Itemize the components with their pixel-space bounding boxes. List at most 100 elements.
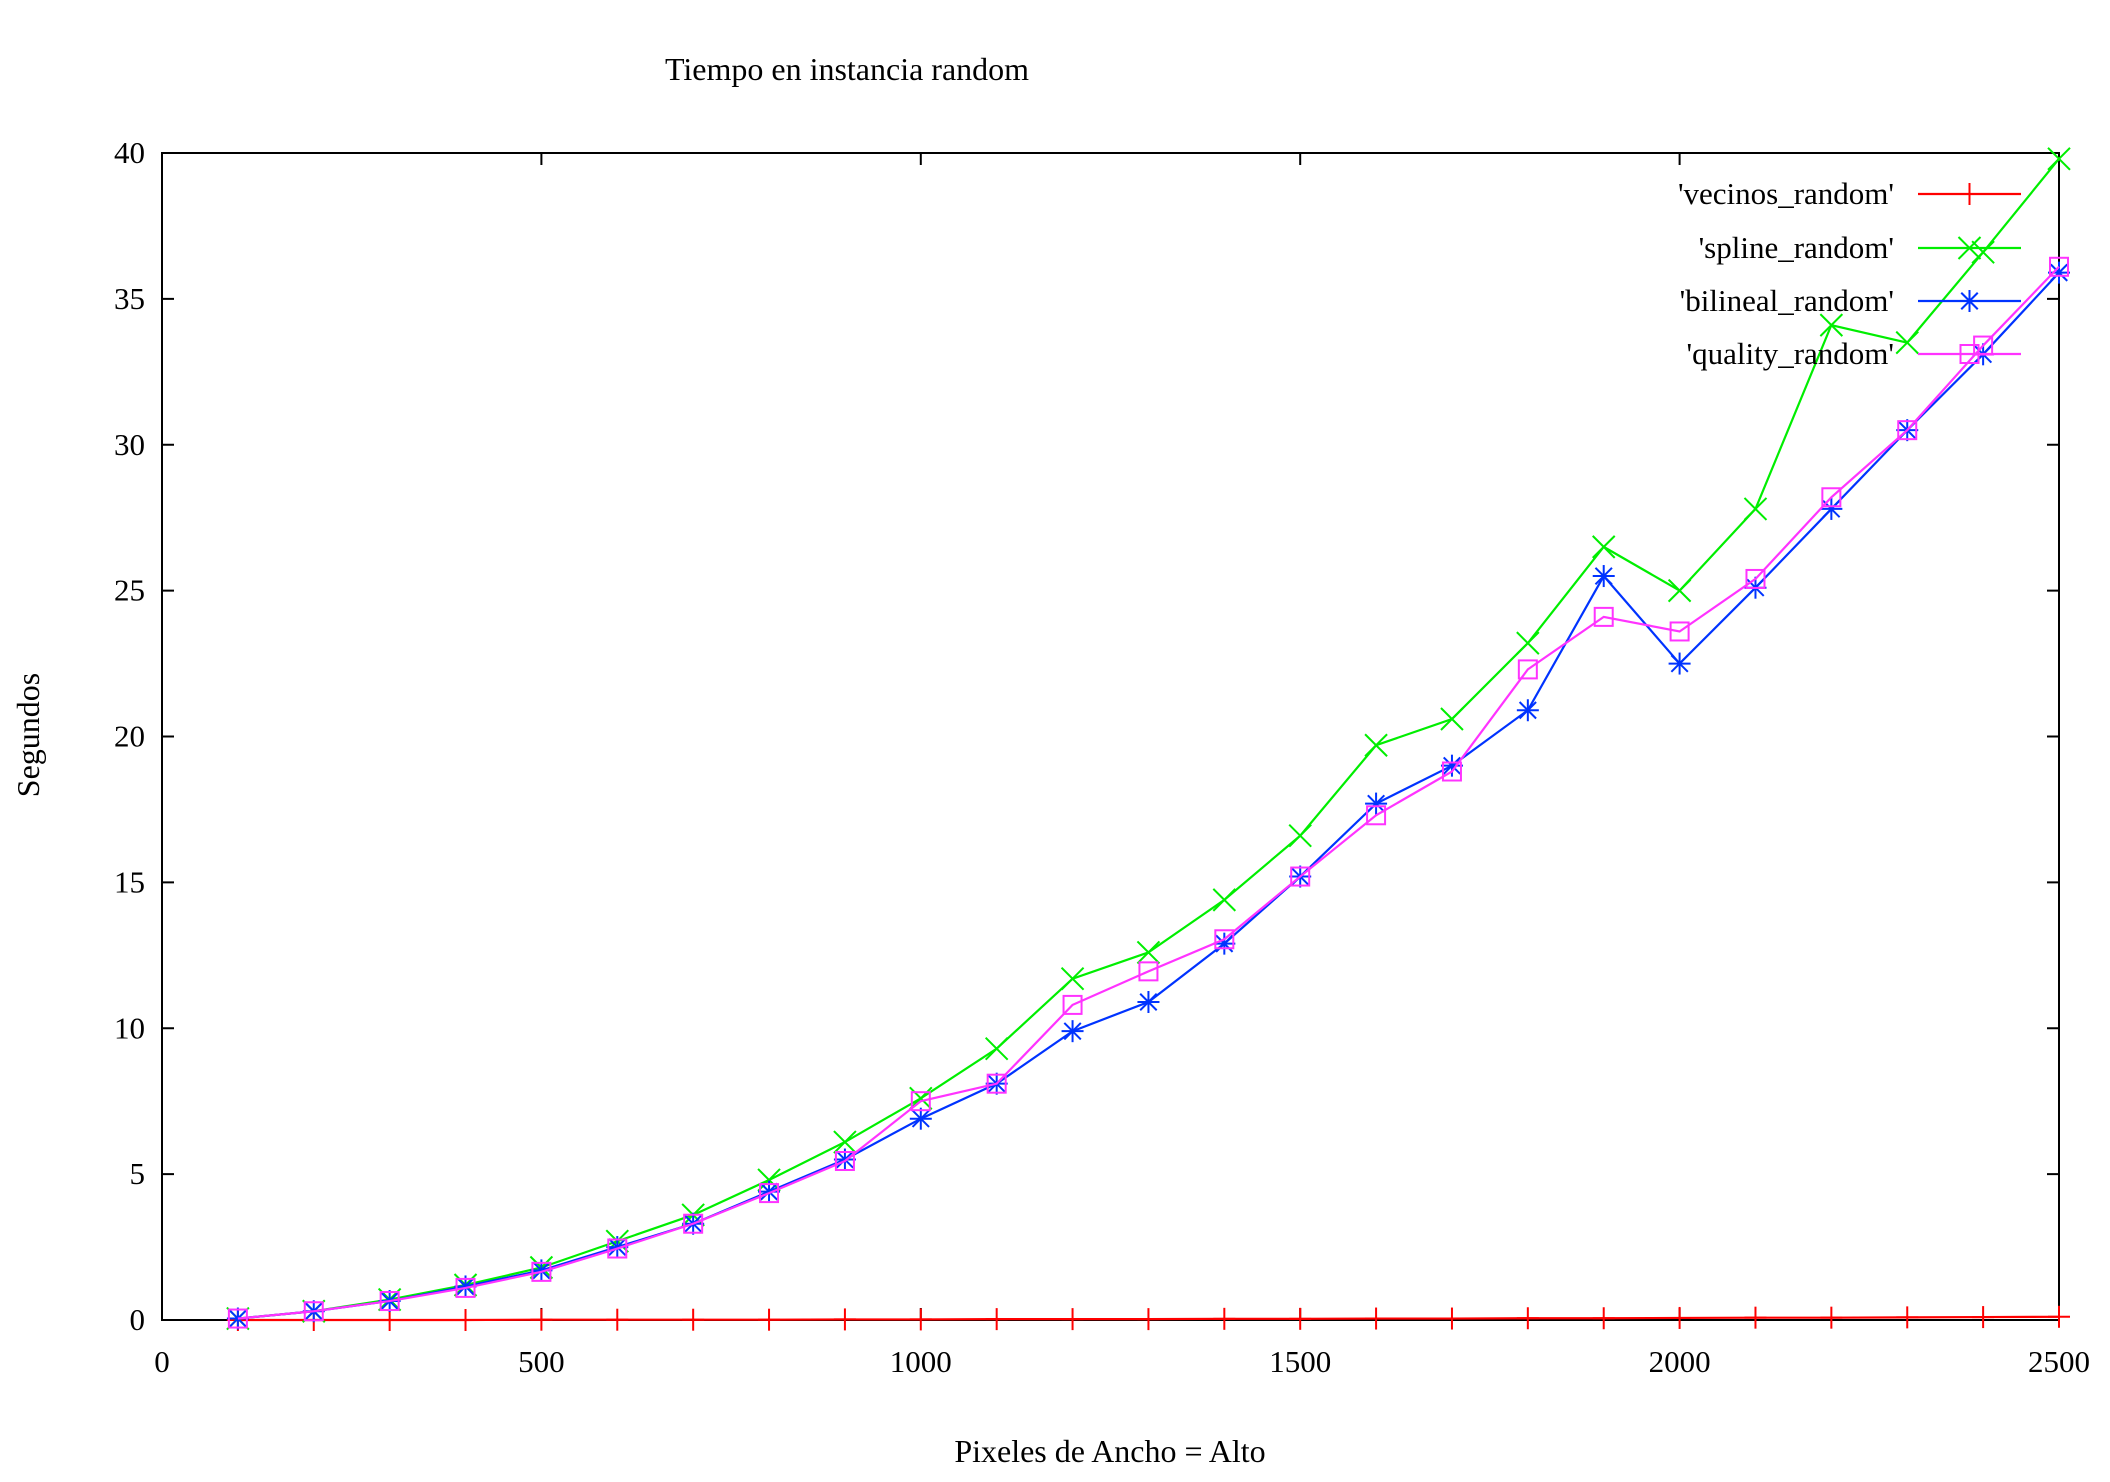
y-tick-label: 10 [114,1010,145,1045]
data-point-series-0 [1516,1307,1539,1330]
data-point-series-3 [455,1277,476,1298]
data-point-series-3 [531,1261,552,1282]
y-tick-label: 35 [114,281,145,316]
data-point-series-0 [1896,1306,1919,1329]
data-point-series-0 [985,1308,1008,1331]
data-point-series-1 [1971,240,1995,264]
data-point-series-0 [378,1309,401,1331]
data-point-series-3 [1138,961,1159,982]
data-point-series-0 [1061,1308,1084,1331]
y-tick-label: 5 [130,1156,146,1191]
x-tick-label: 2000 [1649,1344,1711,1379]
data-point-series-1 [1819,313,1844,337]
data-point-series-1 [2047,147,2071,171]
data-point-series-3 [986,1073,1007,1094]
data-point-series-2 [2048,261,2070,284]
data-point-series-1 [757,1168,781,1192]
data-point-series-0 [1365,1307,1388,1330]
x-tick-label: 0 [154,1344,170,1379]
data-point-series-1 [1212,888,1237,912]
data-point-series-1 [1364,733,1388,757]
data-point-series-0 [758,1308,781,1331]
data-point-series-0 [1820,1306,1843,1329]
data-point-series-0 [1972,1306,1995,1329]
y-tick-label: 20 [114,719,145,754]
data-point-series-0 [606,1308,629,1331]
y-tick-label: 40 [114,135,145,170]
data-point-series-3 [1821,487,1842,508]
data-point-series-3 [1745,568,1766,589]
y-tick-label: 25 [114,573,145,608]
x-axis-label: Pixeles de Ancho = Alto [954,1433,1265,1469]
legend-marker [1957,236,1982,260]
data-point-series-3 [759,1183,780,1204]
data-point-series-3 [2049,256,2069,277]
y-tick-label: 30 [114,427,145,462]
data-point-series-2 [1365,792,1388,815]
data-point-series-3 [910,1091,931,1112]
axis-ticks [161,152,2060,1321]
data-point-series-1 [1667,578,1692,603]
y-tick-label: 0 [130,1302,146,1337]
data-point-series-0 [1744,1306,1767,1329]
legend-label: 'bilineal_random' [1680,283,1894,318]
data-point-series-2 [833,1148,856,1171]
data-point-series-2 [1592,565,1615,588]
x-tick-label: 500 [518,1344,565,1379]
data-point-series-1 [1895,330,1919,355]
data-point-series-0 [1592,1307,1615,1330]
legend-label: 'spline_random' [1699,230,1894,265]
axis-tick-labels: 0 5 10 15 20 25 30 35 40 0 500 1000 1500 2000 2500 [114,135,2090,1379]
legend-marker [1959,344,1980,364]
data-point-series-3 [1290,866,1311,887]
data-point-series-2 [1668,652,1691,675]
series-line-3 [237,266,2060,1320]
legend-marker [1958,290,1981,312]
data-point-series-0 [833,1308,856,1331]
data-point-series-1 [1136,940,1161,965]
data-point-series-3 [1441,761,1462,782]
data-point-series-1 [1060,966,1085,991]
data-point-series-2 [1820,497,1843,520]
series-line-1 [237,158,2060,1320]
data-point-series-0 [909,1308,932,1331]
data-point-series-3 [1062,994,1083,1015]
x-tick-label: 1000 [890,1344,952,1379]
data-point-series-3 [1593,606,1614,627]
data-point-series-0 [1440,1307,1463,1330]
data-point-series-2 [909,1107,932,1130]
legend: 'vecinos_random' 'spline_random' 'bilineal… [1678,176,2021,371]
data-point-series-3 [303,1301,324,1322]
x-tick-label: 1500 [1269,1344,1331,1379]
legend-label: 'vecinos_random' [1678,176,1894,211]
data-point-series-0 [530,1308,553,1331]
data-series-layer [226,147,2071,1331]
series-line-2 [237,271,2060,1320]
data-point-series-1 [1743,497,1768,521]
data-point-series-0 [1213,1307,1236,1330]
x-tick-label: 2500 [2028,1344,2090,1379]
chart-title: Tiempo en instancia random [665,51,1029,87]
data-point-series-0 [682,1308,705,1331]
data-point-series-0 [1668,1306,1691,1329]
data-point-series-2 [1516,699,1539,722]
legend-marker [1958,183,1981,205]
data-point-series-2 [1440,754,1463,777]
data-point-series-2 [1061,1020,1084,1043]
data-point-series-0 [1289,1307,1312,1330]
data-point-series-1 [833,1130,857,1154]
data-point-series-3 [1517,659,1538,680]
y-tick-label: 15 [114,864,145,899]
data-point-series-3 [834,1150,855,1171]
data-point-series-1 [1440,707,1464,731]
plot-frame [161,152,2060,1321]
data-point-series-3 [1366,805,1387,826]
data-point-series-1 [984,1036,1009,1061]
data-point-series-3 [1669,621,1690,642]
data-point-series-3 [1897,420,1918,441]
y-axis-label: Segundos [10,673,46,797]
data-point-series-0 [2048,1305,2070,1328]
data-point-series-2 [1137,990,1160,1013]
data-point-series-3 [607,1238,628,1259]
